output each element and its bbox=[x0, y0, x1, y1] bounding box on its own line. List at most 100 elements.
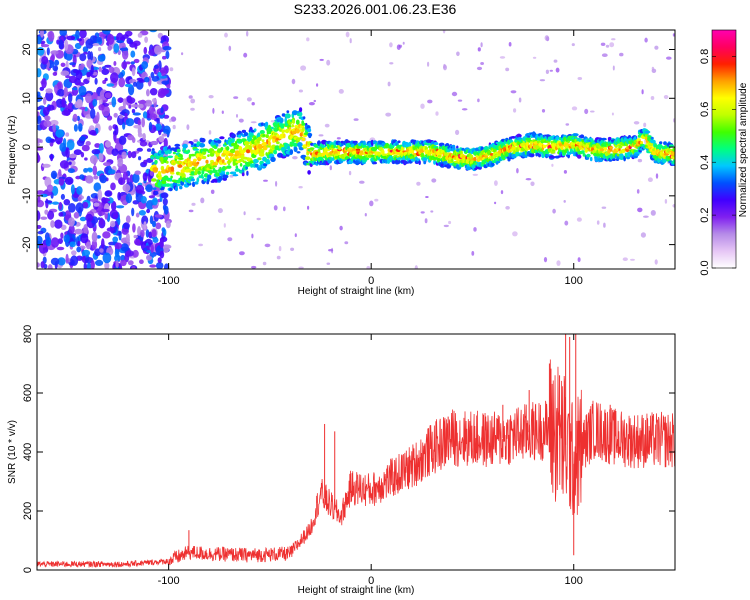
noise-blob bbox=[91, 239, 98, 250]
noise-blob bbox=[106, 115, 113, 121]
signal-mark bbox=[219, 136, 225, 140]
noise-blob bbox=[102, 30, 111, 35]
noise-blob bbox=[85, 175, 94, 184]
signal-mark bbox=[259, 130, 265, 135]
signal-mark bbox=[324, 147, 328, 153]
noise-blob bbox=[111, 200, 117, 212]
noise-blob bbox=[571, 43, 575, 47]
noise-blob bbox=[128, 97, 136, 104]
signal-mark bbox=[299, 132, 303, 137]
noise-blob bbox=[144, 36, 149, 43]
signal-mark bbox=[502, 154, 506, 161]
signal-mark bbox=[650, 136, 654, 140]
signal-mark bbox=[167, 155, 174, 159]
noise-blob bbox=[96, 95, 102, 101]
noise-blob bbox=[476, 66, 483, 71]
noise-blob bbox=[619, 52, 624, 57]
noise-blob bbox=[137, 119, 141, 126]
noise-blob bbox=[132, 173, 140, 184]
noise-blob bbox=[159, 250, 165, 259]
noise-blob bbox=[155, 262, 164, 269]
signal-mark bbox=[190, 153, 196, 157]
noise-blob bbox=[118, 77, 126, 88]
noise-blob bbox=[122, 183, 131, 192]
noise-blob bbox=[145, 229, 150, 238]
signal-mark bbox=[205, 159, 209, 164]
noise-blob bbox=[50, 220, 55, 228]
noise-blob bbox=[45, 91, 54, 102]
noise-blob bbox=[144, 100, 153, 107]
noise-blob bbox=[97, 189, 103, 201]
signal-mark bbox=[273, 149, 277, 155]
noise-blob bbox=[106, 227, 115, 232]
noise-blob bbox=[292, 156, 298, 160]
noise-blob bbox=[125, 233, 130, 243]
noise-blob bbox=[505, 206, 510, 210]
noise-blob bbox=[102, 252, 112, 264]
noise-blob bbox=[505, 67, 510, 72]
noise-blob bbox=[76, 186, 83, 195]
noise-blob bbox=[650, 210, 656, 216]
noise-blob bbox=[115, 260, 119, 268]
signal-mark bbox=[599, 148, 605, 152]
noise-blob bbox=[552, 208, 556, 214]
signal-mark bbox=[150, 156, 155, 160]
noise-blob bbox=[152, 204, 158, 209]
noise-blob bbox=[448, 220, 452, 225]
noise-blob bbox=[431, 178, 437, 183]
colorbar-gradient bbox=[712, 30, 736, 268]
noise-blob bbox=[169, 67, 174, 72]
noise-blob bbox=[387, 81, 391, 87]
noise-blob bbox=[150, 140, 159, 146]
signal-mark bbox=[359, 150, 364, 154]
noise-blob bbox=[61, 110, 71, 116]
signal-mark bbox=[510, 136, 517, 139]
noise-blob bbox=[154, 64, 159, 69]
signal-mark bbox=[154, 191, 159, 195]
noise-blob bbox=[70, 255, 79, 266]
signal-mark bbox=[619, 155, 625, 160]
noise-blob bbox=[636, 189, 640, 194]
noise-blob bbox=[556, 260, 561, 266]
signal-mark bbox=[317, 152, 323, 158]
signal-mark bbox=[197, 170, 201, 175]
signal-mark bbox=[262, 145, 268, 151]
signal-mark bbox=[220, 147, 224, 151]
noise-blob bbox=[420, 211, 425, 214]
signal-mark bbox=[672, 156, 675, 160]
noise-blob bbox=[402, 41, 405, 45]
noise-blob bbox=[165, 220, 171, 229]
signal-mark bbox=[279, 117, 284, 124]
noise-blob bbox=[37, 68, 42, 78]
signal-mark bbox=[612, 158, 616, 161]
noise-blob bbox=[114, 242, 123, 250]
noise-blob bbox=[150, 244, 154, 254]
signal-mark bbox=[193, 158, 197, 162]
signal-mark bbox=[299, 107, 303, 112]
noise-blob bbox=[124, 113, 128, 118]
noise-blob bbox=[336, 137, 341, 140]
noise-blob bbox=[140, 229, 145, 238]
noise-blob bbox=[122, 171, 128, 180]
noise-blob bbox=[319, 58, 324, 61]
signal-mark bbox=[257, 143, 263, 150]
noise-blob bbox=[75, 70, 83, 80]
noise-blob bbox=[275, 180, 278, 187]
noise-blob bbox=[190, 98, 196, 104]
signal-mark bbox=[163, 156, 169, 160]
noise-blob bbox=[131, 207, 135, 217]
signal-mark bbox=[154, 159, 158, 165]
noise-blob bbox=[66, 35, 76, 41]
noise-blob bbox=[263, 179, 268, 182]
noise-blob bbox=[126, 177, 130, 185]
noise-blob bbox=[52, 71, 58, 76]
noise-blob bbox=[359, 180, 365, 184]
noise-blob bbox=[63, 199, 71, 206]
noise-blob bbox=[228, 45, 232, 52]
snr-background bbox=[37, 334, 675, 570]
noise-blob bbox=[157, 257, 162, 264]
noise-blob bbox=[90, 108, 96, 119]
noise-blob bbox=[87, 50, 91, 61]
noise-blob bbox=[427, 99, 433, 104]
noise-blob bbox=[142, 111, 148, 119]
